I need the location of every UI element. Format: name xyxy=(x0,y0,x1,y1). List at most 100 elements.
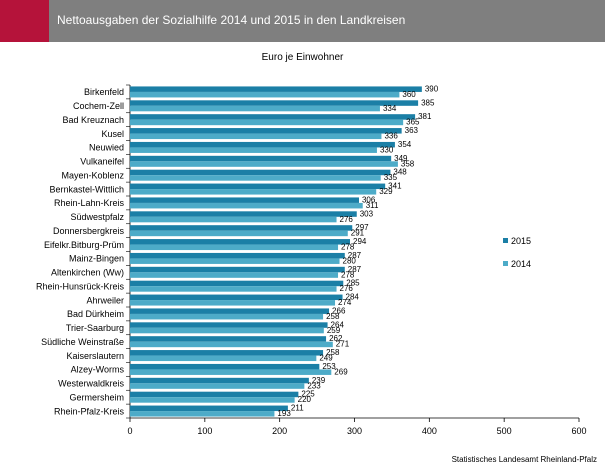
data-label-2015: 253 xyxy=(322,362,336,371)
category-label: Vulkaneifel xyxy=(80,157,124,167)
data-label-2014: 334 xyxy=(383,104,397,113)
data-label-2014: 259 xyxy=(327,326,341,335)
category-label: Alzey-Worms xyxy=(71,365,125,375)
bar-2015 xyxy=(130,155,392,162)
category-label: Bad Dürkheim xyxy=(67,309,124,319)
category-label: Mayen-Koblenz xyxy=(61,170,124,180)
category-label: Germersheim xyxy=(69,392,124,402)
category-label: Altenkirchen (Ww) xyxy=(51,268,124,278)
data-label-2014: 193 xyxy=(277,409,291,418)
category-label: Rhein-Hunsrück-Kreis xyxy=(36,281,125,291)
data-label-2014: 336 xyxy=(384,132,398,141)
legend-item-2015: 2015 xyxy=(503,236,531,246)
data-label-2015: 306 xyxy=(362,195,376,204)
legend-swatch-2014 xyxy=(503,261,508,266)
bar-2015 xyxy=(130,100,419,106)
data-label-2015: 385 xyxy=(421,98,435,107)
bar-2014 xyxy=(130,286,337,292)
bar-2014 xyxy=(130,202,363,209)
data-label-2015: 303 xyxy=(360,209,374,218)
bar-2014 xyxy=(130,272,339,278)
x-tick-label-100: 100 xyxy=(197,426,212,436)
bar-2015 xyxy=(130,141,395,148)
data-label-2014: 271 xyxy=(336,340,350,349)
category-label: Südliche Weinstraße xyxy=(41,337,124,347)
data-label-2015: 348 xyxy=(393,168,407,177)
bar-2015 xyxy=(130,377,309,384)
bar-2014 xyxy=(130,369,332,375)
header-accent xyxy=(0,0,49,42)
x-tick-label-300: 300 xyxy=(347,426,362,436)
data-label-2015: 287 xyxy=(348,265,362,274)
bar-2015 xyxy=(130,363,320,370)
page-title: Nettoausgaben der Sozialhilfe 2014 und 2… xyxy=(57,13,406,27)
data-label-2014: 280 xyxy=(343,256,357,265)
category-label: Cochem-Zell xyxy=(73,101,124,111)
bar-2015 xyxy=(130,350,324,356)
data-label-2014: 360 xyxy=(402,90,416,99)
legend-label-2015: 2015 xyxy=(511,236,532,246)
data-label-2015: 390 xyxy=(425,84,439,93)
bar-2014 xyxy=(130,258,340,264)
data-label-2014: 329 xyxy=(379,187,393,196)
bar-2014 xyxy=(130,161,398,167)
bar-2014 xyxy=(130,355,317,362)
bar-2015 xyxy=(130,183,386,190)
category-label: Bad Kreuznach xyxy=(62,115,124,125)
data-label-2014: 330 xyxy=(380,145,394,154)
bar-2014 xyxy=(130,244,339,251)
legend-swatch-2015 xyxy=(503,238,508,243)
bar-2015 xyxy=(130,128,402,134)
data-label-2014: 278 xyxy=(341,243,355,252)
data-label-2014: 274 xyxy=(338,298,352,307)
data-label-2015: 284 xyxy=(346,293,360,302)
bar-2014 xyxy=(130,300,336,306)
x-tick-label-500: 500 xyxy=(497,426,512,436)
header-bar xyxy=(0,0,605,42)
bar-2015 xyxy=(130,252,345,259)
bar-2014 xyxy=(130,175,381,181)
data-label-2015: 262 xyxy=(329,334,343,343)
data-label-2014: 278 xyxy=(341,270,355,279)
data-label-2015: 264 xyxy=(331,320,345,329)
bar-2015 xyxy=(130,86,422,92)
data-label-2014: 269 xyxy=(334,367,348,376)
data-label-2015: 297 xyxy=(355,223,369,232)
bar-2014 xyxy=(130,341,333,348)
bar-2015 xyxy=(130,266,345,273)
bar-2014 xyxy=(130,119,404,126)
data-label-2014: 311 xyxy=(366,201,379,210)
bar-2014 xyxy=(130,313,324,320)
category-label: Neuwied xyxy=(89,143,124,153)
data-label-2015: 341 xyxy=(388,182,402,191)
data-label-2015: 258 xyxy=(326,348,340,357)
bar-2014 xyxy=(130,230,348,237)
bar-2014 xyxy=(130,91,400,98)
data-label-2015: 211 xyxy=(291,404,304,413)
bar-2015 xyxy=(130,114,416,120)
category-label: Eifelkr.Bitburg-Prüm xyxy=(44,240,124,250)
bar-2015 xyxy=(130,225,353,231)
category-label: Mainz-Bingen xyxy=(69,254,124,264)
category-label: Ahrweiler xyxy=(86,295,124,305)
category-label: Birkenfeld xyxy=(84,87,124,97)
bar-2014 xyxy=(130,327,324,334)
data-label-2014: 233 xyxy=(307,381,321,390)
category-label: Bernkastel-Wittlich xyxy=(49,184,124,194)
x-tick-label-400: 400 xyxy=(422,426,437,436)
data-label-2014: 291 xyxy=(351,229,365,238)
data-label-2015: 266 xyxy=(332,306,346,315)
bar-2015 xyxy=(130,405,288,412)
bar-2015 xyxy=(130,322,328,328)
x-tick-label-0: 0 xyxy=(127,426,132,436)
category-label: Donnersbergkreis xyxy=(53,226,125,236)
data-label-2014: 358 xyxy=(401,159,415,168)
category-label: Rhein-Lahn-Kreis xyxy=(54,198,125,208)
data-label-2015: 225 xyxy=(301,390,315,399)
legend-label-2014: 2014 xyxy=(511,259,532,269)
category-label: Rhein-Pfalz-Kreis xyxy=(54,406,125,416)
data-label-2014: 249 xyxy=(319,354,333,363)
bar-2015 xyxy=(130,169,391,176)
bar-2014 xyxy=(130,189,377,195)
